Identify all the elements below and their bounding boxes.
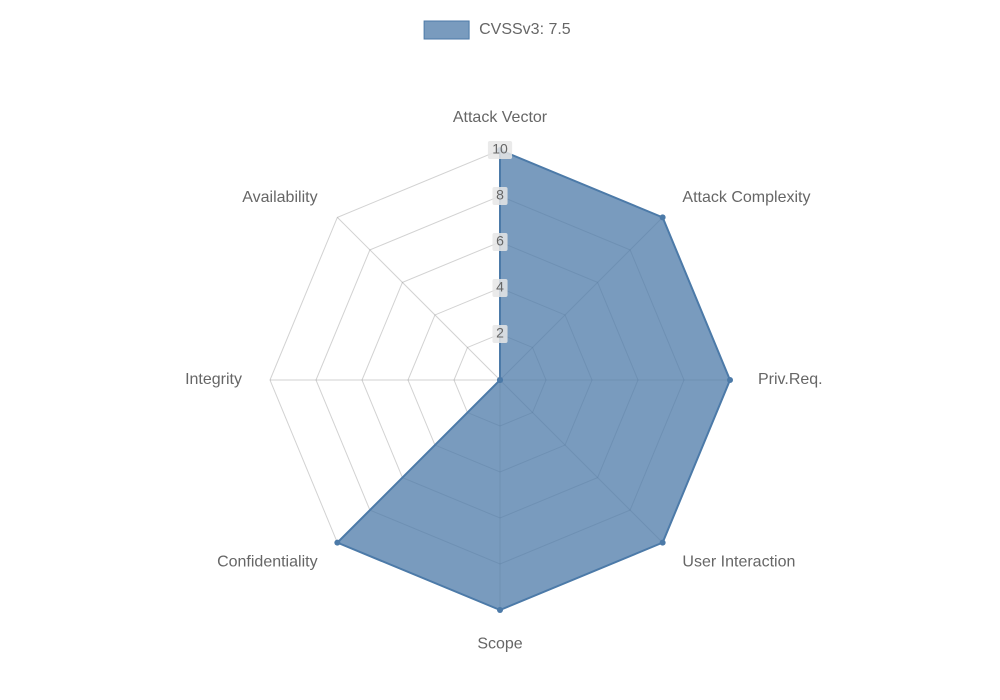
tick-label: 10	[492, 141, 508, 157]
axis-label: Priv.Req.	[758, 371, 823, 388]
legend-label: CVSSv3: 7.5	[479, 21, 571, 38]
tick-label: 4	[496, 279, 504, 295]
tick-label: 2	[496, 325, 504, 341]
axis-label: Integrity	[185, 371, 242, 388]
tick-label: 8	[496, 187, 504, 203]
radar-chart-container: 2 4 6 8 10 Attack Vector Attack Complexity Priv…	[0, 0, 1000, 700]
axis-label: Scope	[477, 635, 522, 652]
axis-label: Availability	[242, 189, 317, 206]
axis-label: User Interaction	[682, 554, 795, 571]
chart-legend: CVSSv3: 7.5	[424, 21, 571, 39]
axis-label: Attack Complexity	[682, 189, 810, 206]
axis-label: Attack Vector	[453, 109, 548, 126]
tick-label: 6	[496, 233, 504, 249]
axis-label: Confidentiality	[217, 554, 318, 571]
radar-chart: 2 4 6 8 10 Attack Vector Attack Complexity Priv…	[0, 0, 1000, 700]
